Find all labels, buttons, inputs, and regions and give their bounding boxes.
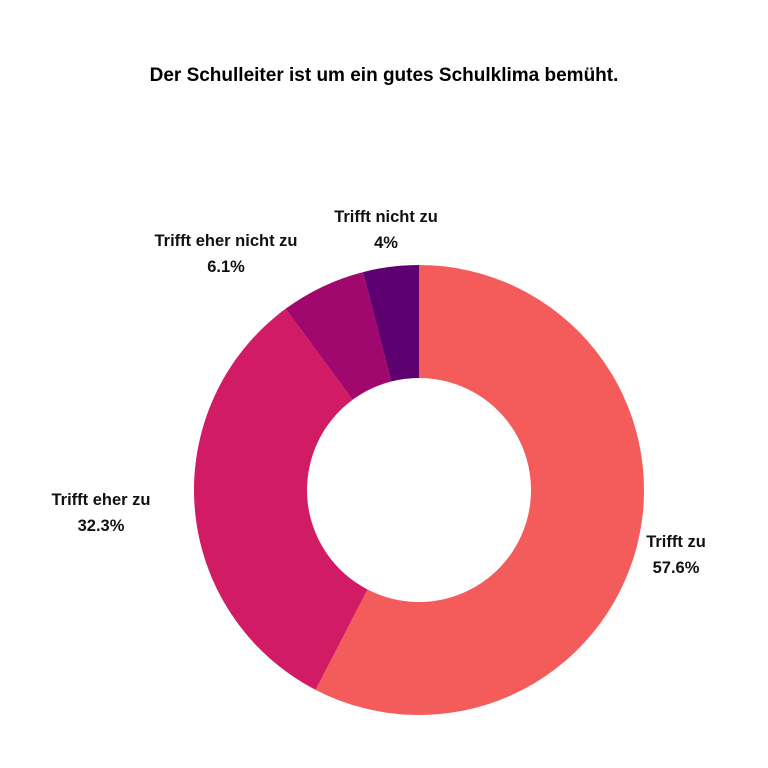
- slice-trifft-nicht-zu: [363, 265, 419, 382]
- data-label-trifft-nicht-zu: Trifft nicht zu 4%: [334, 208, 438, 252]
- data-label-trifft-eher-nicht-zu: Trifft eher nicht zu 6.1%: [154, 232, 297, 276]
- data-label-category: Trifft zu: [646, 533, 706, 551]
- data-label-value: 4%: [374, 234, 398, 252]
- data-label-category: Trifft nicht zu: [334, 208, 438, 226]
- data-label-value: 6.1%: [207, 258, 245, 276]
- data-label-category: Trifft eher nicht zu: [154, 232, 297, 250]
- slice-trifft-eher-zu: [194, 308, 368, 690]
- chart-title: Der Schulleiter ist um ein gutes Schulkl…: [150, 65, 619, 86]
- slice-trifft-zu: [315, 265, 645, 715]
- slice-trifft-eher-nicht-zu: [285, 272, 392, 400]
- data-label-trifft-zu: Trifft zu 57.6%: [646, 533, 706, 577]
- data-label-trifft-eher-zu: Trifft eher zu 32.3%: [51, 491, 150, 535]
- data-label-value: 32.3%: [78, 517, 125, 535]
- donut-slices: [194, 265, 645, 715]
- data-labels: Trifft zu 57.6%Trifft eher zu 32.3%Trifft …: [51, 208, 705, 577]
- data-label-category: Trifft eher zu: [51, 491, 150, 509]
- data-label-value: 57.6%: [653, 559, 700, 577]
